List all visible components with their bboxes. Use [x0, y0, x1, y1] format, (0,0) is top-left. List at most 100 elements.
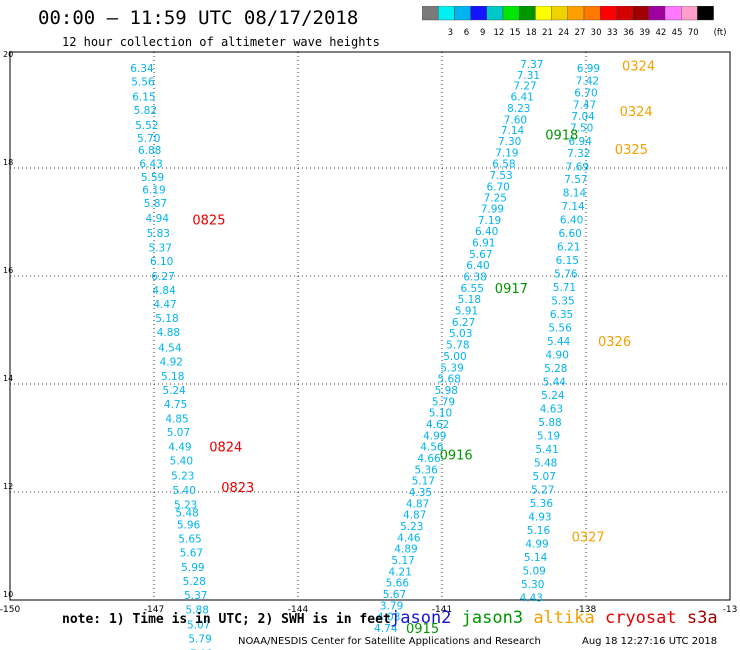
wave-height-point: 7.69 [566, 161, 589, 173]
wave-height-point: 5.36 [414, 464, 438, 476]
wave-height-point: 5.44 [543, 376, 567, 388]
wave-height-point: 6.35 [550, 309, 573, 321]
colorbar-label: 45 [672, 28, 683, 38]
wave-height-point: 5.36 [530, 498, 554, 510]
wave-height-point: 5.48 [175, 508, 198, 520]
wave-height-point: 5.44 [547, 336, 571, 348]
wave-height-point: 6.34 [130, 63, 154, 75]
legend-s3a: s3a [686, 608, 718, 628]
wave-height-point: 5.37 [149, 242, 172, 254]
wave-height-point: 5.23 [174, 499, 197, 511]
wave-height-point: 5.39 [440, 362, 463, 374]
plot-frame [9, 51, 731, 601]
wave-height-point: 5.35 [551, 295, 574, 307]
wave-height-point: 5.59 [141, 172, 164, 184]
colorbar-swatch [664, 6, 682, 21]
y-tick-label: 18 [3, 158, 13, 167]
wave-height-point: 5.66 [386, 578, 410, 590]
wave-height-point: 7.47 [573, 99, 596, 111]
colorbar-label: 39 [639, 28, 650, 38]
colorbar-swatch [697, 6, 714, 21]
wave-height-point: 7.60 [504, 114, 527, 126]
wave-height-point: 4.89 [394, 544, 417, 556]
wave-height-point: 6.43 [139, 159, 162, 171]
legend-altika: altika [533, 608, 605, 628]
wave-height-point: 6.38 [463, 272, 486, 284]
wave-height-point: 7.31 [517, 70, 540, 82]
wave-height-point: 5.67 [469, 249, 492, 261]
colorbar-label: 36 [623, 28, 634, 38]
pass-time-label: 0917 [495, 282, 528, 297]
colorbar-label: 42 [655, 28, 666, 38]
satellite-legend: jason2 jason3 altika cryosat s3a [390, 608, 718, 628]
wave-height-point: 6.41 [510, 92, 533, 104]
pass-time-label: 0325 [615, 143, 648, 158]
wave-height-point: 5.56 [548, 322, 572, 334]
y-tick-label: 12 [3, 482, 13, 491]
wave-height-point: 6.27 [452, 317, 475, 329]
wave-height-point: 5.23 [171, 470, 194, 482]
wave-height-point: 4.99 [423, 430, 446, 442]
wave-height-point: 4.62 [426, 419, 449, 431]
wave-height-point: 5.88 [538, 417, 561, 429]
colorbar-swatch [567, 6, 585, 21]
colorbar-label: 12 [493, 28, 504, 38]
wave-height-point: 5.48 [534, 457, 557, 469]
wave-height-point: 5.16 [527, 525, 551, 537]
wave-height-point: 5.68 [438, 374, 461, 386]
wave-height-point: 6.21 [557, 241, 580, 253]
pass-time-label: 0327 [572, 530, 605, 545]
y-tick-label: 16 [3, 266, 13, 275]
wave-height-point: 6.27 [151, 271, 174, 283]
colorbar-label: 27 [574, 28, 585, 38]
wave-height-point: 5.87 [144, 198, 167, 210]
wave-height-point: 5.10 [429, 408, 452, 420]
wave-height-point: 5.18 [458, 294, 481, 306]
wave-height-point: 8.23 [507, 103, 530, 115]
wave-height-point: 5.24 [541, 390, 565, 402]
colorbar-label: 30 [591, 28, 602, 38]
wave-height-point: 4.56 [420, 442, 444, 454]
colorbar-swatch [486, 6, 504, 21]
wave-height-point: 7.25 [484, 193, 507, 205]
colorbar-swatch [438, 6, 455, 21]
wave-height-point: 4.88 [157, 327, 180, 339]
wave-height-point: 4.75 [164, 399, 187, 411]
wave-height-point: 5.07 [167, 427, 190, 439]
wave-height-point: 4.85 [165, 414, 188, 426]
wave-height-point: 6.15 [556, 255, 579, 267]
wave-height-point: 7.19 [478, 215, 501, 227]
wave-height-point: 5.67 [383, 589, 406, 601]
generated-timestamp: Aug 18 12:27:16 UTC 2018 [582, 636, 718, 647]
y-tick-label: 20 [3, 50, 13, 59]
wave-height-point: 7.14 [561, 201, 585, 213]
colorbar-label: 70 [688, 28, 699, 38]
wave-height-point: 6.15 [132, 92, 155, 104]
wave-height-point: 4.54 [158, 342, 182, 354]
wave-height-point: 6.40 [466, 260, 489, 272]
pass-time-label: 0324 [622, 59, 655, 74]
wave-height-point: 5.40 [170, 456, 193, 468]
wave-height-point: 5.19 [537, 430, 560, 442]
wave-height-point: 5.79 [432, 396, 455, 408]
wave-height-point: 5.56 [131, 77, 155, 89]
wave-height-point: 5.37 [184, 590, 207, 602]
y-tick-label: 14 [3, 374, 13, 383]
wave-height-point: 5.65 [178, 533, 201, 545]
wave-height-point: 5.67 [180, 547, 203, 559]
wave-height-point: 5.07 [533, 471, 556, 483]
chart-title: 00:00 – 11:59 UTC 08/17/2018 [38, 7, 359, 29]
colorbar-label: 3 [448, 28, 453, 38]
wave-height-point: 4.21 [389, 566, 412, 578]
wave-height-point: 7.19 [495, 147, 518, 159]
wave-height-point: 7.50 [570, 123, 593, 135]
wave-height-point: 7.27 [513, 80, 536, 92]
wave-height-point: 5.17 [412, 476, 435, 488]
wave-height-point: 5.18 [155, 313, 178, 325]
colorbar-label: 9 [480, 28, 485, 38]
wave-height-point: 5.17 [391, 555, 414, 567]
wave-height-point: 7.42 [576, 76, 599, 88]
colorbar-swatch [681, 6, 698, 21]
wave-height-point: 5.82 [134, 105, 157, 117]
wave-height-point: 4.99 [525, 538, 548, 550]
